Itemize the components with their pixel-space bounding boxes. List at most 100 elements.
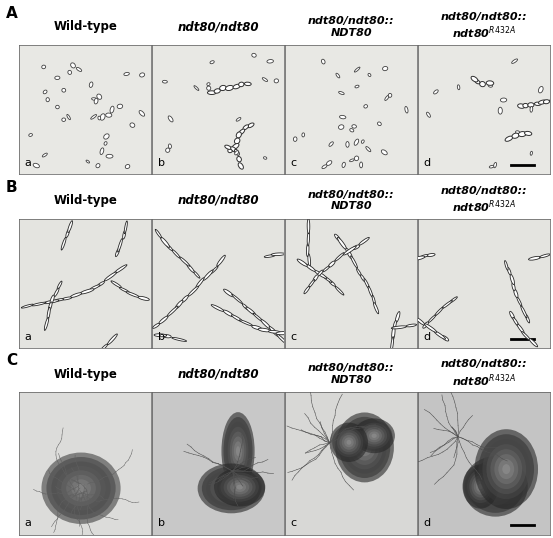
Ellipse shape [229,431,246,471]
Ellipse shape [369,431,379,440]
Ellipse shape [472,476,489,498]
Ellipse shape [390,337,394,352]
Text: A: A [6,6,18,21]
Ellipse shape [242,304,249,310]
Ellipse shape [166,148,170,152]
Ellipse shape [525,131,532,136]
Ellipse shape [111,281,122,288]
Ellipse shape [475,468,515,505]
Ellipse shape [392,326,406,329]
Ellipse shape [214,89,220,93]
Ellipse shape [328,261,335,267]
Ellipse shape [236,132,242,138]
Ellipse shape [326,161,332,165]
Ellipse shape [48,302,52,311]
Text: C: C [6,353,17,369]
Ellipse shape [359,162,363,168]
Ellipse shape [194,86,199,90]
Ellipse shape [529,338,538,347]
Ellipse shape [54,288,59,297]
Ellipse shape [243,125,248,130]
Ellipse shape [517,296,522,306]
Ellipse shape [166,244,173,251]
Ellipse shape [269,327,279,337]
Ellipse shape [118,238,122,252]
Ellipse shape [206,470,257,507]
Ellipse shape [494,454,518,484]
Text: ndt80/ndt80: ndt80/ndt80 [178,367,259,380]
Ellipse shape [435,307,444,316]
Ellipse shape [308,253,311,267]
Ellipse shape [155,229,161,238]
Ellipse shape [126,165,130,168]
Ellipse shape [68,70,71,74]
Ellipse shape [57,281,62,289]
Ellipse shape [236,117,241,121]
Ellipse shape [232,294,242,303]
Ellipse shape [517,324,524,334]
Ellipse shape [139,73,145,77]
Ellipse shape [420,254,428,258]
Ellipse shape [90,285,100,290]
Ellipse shape [228,148,233,153]
Ellipse shape [80,289,94,294]
Ellipse shape [474,429,538,509]
Ellipse shape [372,434,377,438]
Ellipse shape [395,312,400,322]
Ellipse shape [352,245,359,250]
Ellipse shape [513,317,519,327]
Ellipse shape [297,259,307,266]
Ellipse shape [207,91,216,95]
Ellipse shape [117,104,123,109]
Ellipse shape [352,125,357,128]
Ellipse shape [313,275,318,281]
Ellipse shape [302,133,305,137]
Ellipse shape [354,156,359,161]
Ellipse shape [317,270,323,276]
Ellipse shape [237,485,243,490]
Ellipse shape [507,267,511,275]
Ellipse shape [252,325,262,330]
Ellipse shape [465,467,496,506]
Ellipse shape [323,266,330,272]
Ellipse shape [343,246,356,255]
Ellipse shape [521,331,530,341]
Ellipse shape [221,472,259,501]
Ellipse shape [234,441,242,461]
Ellipse shape [44,300,59,303]
Ellipse shape [217,255,225,266]
Ellipse shape [510,312,515,320]
Ellipse shape [366,146,371,152]
Ellipse shape [124,221,127,233]
Text: ndt80/ndt80::
NDT80: ndt80/ndt80:: NDT80 [308,363,395,385]
Ellipse shape [32,302,46,306]
Ellipse shape [62,118,66,122]
Ellipse shape [344,437,354,447]
Ellipse shape [337,237,347,250]
Ellipse shape [163,335,171,338]
Ellipse shape [307,231,310,246]
Ellipse shape [355,85,359,88]
Ellipse shape [335,253,344,261]
Ellipse shape [263,157,267,159]
Ellipse shape [41,452,121,524]
Ellipse shape [56,105,59,109]
Ellipse shape [337,430,361,455]
Ellipse shape [227,485,236,492]
Ellipse shape [223,289,233,297]
Ellipse shape [383,67,388,70]
Ellipse shape [94,98,98,104]
Text: Wild-type: Wild-type [53,367,117,380]
Ellipse shape [479,82,486,87]
Ellipse shape [307,218,310,234]
Ellipse shape [294,137,297,141]
Text: d: d [424,518,431,528]
Text: ndt80/ndt80::
NDT80: ndt80/ndt80:: NDT80 [308,16,395,38]
Ellipse shape [230,480,249,494]
Text: ndt80/ndt80::
ndt80$^{R432A}$: ndt80/ndt80:: ndt80$^{R432A}$ [441,186,528,215]
Ellipse shape [223,417,253,485]
Ellipse shape [234,150,239,155]
Ellipse shape [519,132,526,137]
Ellipse shape [354,67,360,72]
Ellipse shape [349,159,354,162]
